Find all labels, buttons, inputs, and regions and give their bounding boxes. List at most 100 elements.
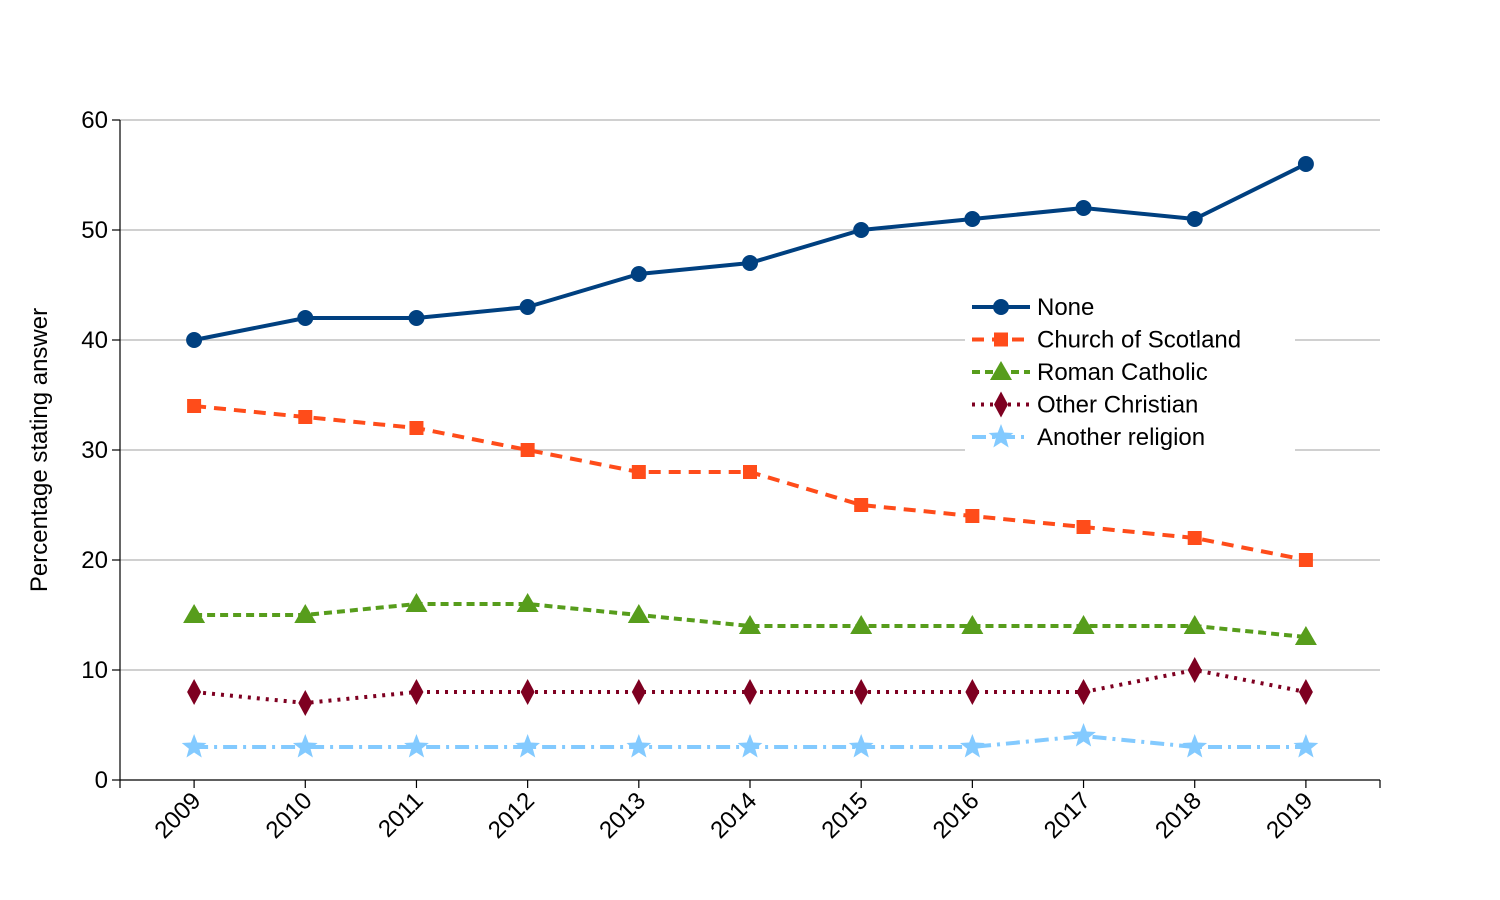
x-tick-label: 2014 [705, 787, 762, 844]
y-tick-label: 30 [81, 437, 108, 464]
data-point-other-christian [965, 679, 980, 705]
legend-marker [994, 332, 1008, 347]
series-church-of-scotland [187, 399, 1313, 567]
x-tick-label: 2017 [1039, 787, 1096, 844]
x-tick-label: 2019 [1261, 787, 1318, 844]
data-point-other-christian [1076, 679, 1091, 705]
data-point-another-religion [1293, 734, 1319, 758]
data-point-roman-catholic [516, 593, 539, 612]
data-point-other-christian [409, 679, 424, 705]
y-tick-label: 10 [81, 657, 108, 684]
y-tick-label: 20 [81, 547, 108, 574]
x-tick-label: 2009 [149, 787, 206, 844]
legend-item-none: None [972, 294, 1094, 321]
data-point-none [630, 266, 647, 282]
data-point-another-religion [626, 734, 652, 758]
data-point-none [964, 211, 981, 227]
series-line-other-christian [193, 668, 1307, 705]
legend-label: Another religion [1037, 424, 1205, 451]
legend-item-other-christian: Other Christian [972, 391, 1198, 419]
data-point-other-christian [298, 690, 313, 716]
legend-label: Other Christian [1037, 392, 1198, 419]
data-point-none [853, 222, 870, 238]
data-point-church-of-scotland [1187, 531, 1202, 545]
data-point-roman-catholic [850, 615, 873, 634]
data-point-another-religion [181, 734, 207, 758]
data-point-roman-catholic [183, 604, 206, 623]
legend-item-roman-catholic: Roman Catholic [972, 359, 1208, 386]
data-point-church-of-scotland [854, 498, 869, 512]
data-point-none [519, 299, 536, 315]
y-axis-title: Percentage stating answer [26, 308, 53, 592]
x-tick-label: 2013 [594, 787, 651, 844]
data-point-other-christian [854, 679, 869, 705]
data-point-church-of-scotland [965, 509, 980, 523]
data-point-another-religion [404, 734, 429, 758]
data-point-church-of-scotland [187, 399, 202, 413]
data-point-other-christian [631, 679, 646, 705]
series-other-christian [187, 657, 1313, 716]
legend-label: Roman Catholic [1037, 359, 1208, 386]
data-point-another-religion [515, 734, 540, 758]
legend-marker [990, 361, 1012, 380]
data-point-other-christian [1187, 657, 1202, 683]
data-point-roman-catholic [739, 615, 761, 634]
series-line-roman-catholic [194, 602, 1307, 639]
data-point-church-of-scotland [409, 421, 424, 435]
legend-item-another-religion: Another religion [972, 424, 1205, 451]
legend: None Church of Scotland Roman Catholic Othe… [965, 290, 1295, 453]
data-point-church-of-scotland [1298, 553, 1313, 567]
x-tick-label: 2015 [817, 787, 874, 844]
data-point-other-christian [1298, 679, 1313, 705]
data-point-roman-catholic [627, 604, 650, 623]
data-point-another-religion [960, 734, 985, 758]
legend-marker [988, 424, 1014, 448]
data-point-church-of-scotland [520, 443, 535, 457]
series-roman-catholic [183, 593, 1317, 645]
data-point-church-of-scotland [1076, 520, 1091, 534]
legend-marker [993, 299, 1009, 315]
data-point-none [1075, 200, 1092, 216]
legend-item-church-of-scotland: Church of Scotland [972, 327, 1241, 354]
data-point-none [742, 255, 758, 271]
legend-marker [994, 391, 1008, 418]
data-point-other-christian [187, 679, 202, 705]
legend-label: None [1037, 294, 1094, 321]
data-point-none [1297, 156, 1314, 172]
y-tick-label: 0 [95, 767, 108, 794]
data-point-roman-catholic [1072, 615, 1095, 634]
data-point-another-religion [1182, 734, 1208, 758]
data-point-roman-catholic [405, 593, 428, 612]
data-point-another-religion [1071, 723, 1096, 747]
x-tick-label: 2018 [1150, 787, 1207, 844]
data-point-roman-catholic [1294, 626, 1317, 645]
data-point-none [408, 310, 425, 326]
gridlines [120, 119, 1380, 671]
data-point-none [1186, 211, 1203, 227]
series-layer [181, 156, 1319, 758]
data-point-another-religion [737, 734, 763, 758]
x-tick-label: 2010 [261, 787, 318, 844]
legend-background [965, 290, 1295, 453]
data-point-roman-catholic [294, 604, 317, 623]
data-point-another-religion [292, 734, 318, 758]
data-point-another-religion [848, 734, 874, 758]
y-tick-label: 50 [81, 217, 108, 244]
x-tick-label: 2011 [373, 787, 429, 843]
data-point-other-christian [520, 679, 535, 705]
data-point-none [297, 310, 314, 326]
data-point-roman-catholic [961, 615, 984, 634]
data-point-church-of-scotland [298, 410, 313, 424]
data-point-roman-catholic [1183, 615, 1206, 634]
x-tick-label: 2012 [483, 787, 540, 844]
series-none [186, 156, 1314, 348]
data-point-other-christian [743, 679, 757, 705]
x-tick-label: 2016 [928, 787, 985, 844]
data-point-church-of-scotland [743, 465, 757, 479]
data-point-church-of-scotland [631, 465, 646, 479]
legend-label: Church of Scotland [1037, 327, 1241, 354]
data-point-none [186, 332, 203, 348]
y-tick-label: 40 [81, 327, 108, 354]
y-tick-label: 60 [81, 107, 108, 134]
